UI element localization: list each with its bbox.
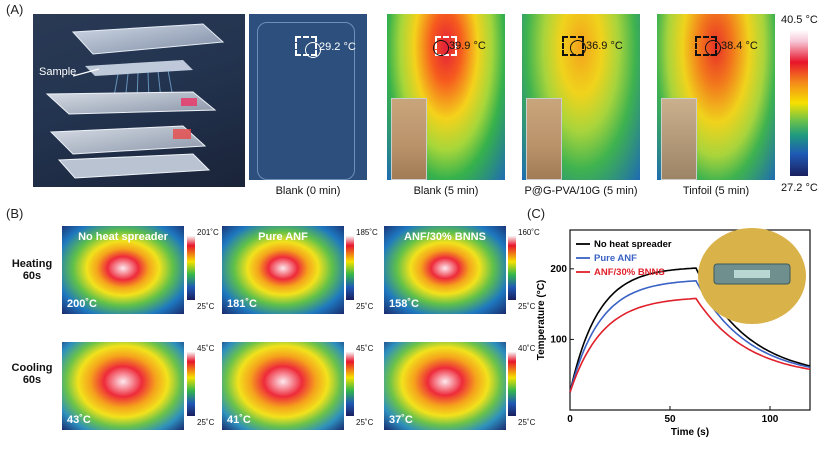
mini-colorbar-max: 45˚C — [197, 344, 215, 353]
row-label-cooling: Cooling 60s — [11, 362, 53, 386]
x-tick-label: 100 — [762, 414, 779, 425]
device-inset-photo — [698, 228, 806, 324]
plot-frame — [569, 229, 811, 411]
legend-label: No heat spreader — [594, 239, 672, 250]
mini-colorbar-min: 25˚C — [197, 302, 215, 311]
mini-colorbar — [187, 352, 195, 416]
series-line-no-heat-spreader — [569, 267, 811, 393]
x-axis-label: Time (s) — [671, 427, 709, 438]
mini-colorbar — [346, 352, 354, 416]
cooling-image-pure-anf: 41˚C — [222, 342, 344, 430]
cell-temp: 43˚C — [67, 414, 91, 426]
temp-reading: 36.9 °C — [586, 40, 623, 52]
caption-blank-0min: Blank (0 min) — [275, 185, 341, 197]
legend-label: ANF/30% BNNS — [594, 267, 665, 278]
chart-legend: No heat spreader Pure ANF ANF/30% BNNS — [576, 239, 672, 278]
sample-arrow — [73, 68, 100, 77]
measurement-circle — [305, 42, 321, 58]
mini-colorbar-min: 25˚C — [518, 302, 536, 311]
cell-title: No heat spreader — [78, 231, 168, 243]
temp-reading: 39.9 °C — [449, 40, 486, 52]
mini-colorbar-min: 25˚C — [197, 418, 215, 427]
mini-colorbar-min: 25˚C — [356, 302, 374, 311]
panel-a-label: (A) — [6, 2, 24, 17]
measurement-circle — [570, 40, 586, 56]
thermal-image-tinfoil: 38.4 °C — [657, 14, 775, 180]
x-tick-label: 0 — [567, 414, 573, 425]
mini-colorbar-max: 45˚C — [356, 344, 374, 353]
measurement-circle — [433, 40, 449, 56]
cooling-image-anf-bnns: 37˚C — [384, 342, 506, 430]
cell-title: ANF/30% BNNS — [404, 231, 486, 243]
mini-colorbar-max: 40˚C — [518, 344, 536, 353]
mini-colorbar-max: 185˚C — [356, 228, 378, 237]
row-label-heating: Heating 60s — [11, 258, 53, 282]
heating-image-anf-bnns: ANF/30% BNNS 158˚C — [384, 226, 506, 314]
y-axis-label: Temperature (°C) — [536, 280, 547, 361]
thermal-image-blank-5min: 39.9 °C — [387, 14, 505, 180]
mini-colorbar-min: 25˚C — [518, 418, 536, 427]
phone-photo-inset — [391, 98, 427, 180]
chart-lines — [569, 267, 811, 393]
mini-colorbar — [187, 236, 195, 300]
legend-label: Pure ANF — [594, 253, 637, 264]
phone-photo-inset — [661, 98, 697, 180]
colorbar — [790, 30, 808, 176]
series-line-pure-anf — [569, 279, 811, 393]
thermal-image-blank-0min: 29.2 °C — [249, 14, 367, 180]
cell-temp: 200˚C — [67, 298, 97, 310]
cell-title: Pure ANF — [258, 231, 308, 243]
phone-photo-inset — [526, 98, 562, 180]
mini-colorbar — [508, 236, 516, 300]
cell-temp: 37˚C — [389, 414, 413, 426]
cell-temp: 158˚C — [389, 298, 419, 310]
mini-colorbar — [346, 236, 354, 300]
temp-reading: 29.2 °C — [319, 41, 356, 53]
caption-tinfoil: Tinfoil (5 min) — [682, 185, 750, 197]
y-tick-label: 100 — [550, 334, 567, 345]
chart-axes: 0 50 100 100 200 Time (s) Temperature (°C) — [536, 229, 811, 438]
heating-image-no-spreader: No heat spreader 200˚C — [62, 226, 184, 314]
cell-temp: 41˚C — [227, 414, 251, 426]
thermal-image-pg-pva: 36.9 °C — [522, 14, 640, 180]
series-line-anf-30-bnns — [569, 297, 811, 393]
mini-colorbar-max: 201˚C — [197, 228, 219, 237]
cell-temp: 181˚C — [227, 298, 257, 310]
panel-c-label: (C) — [527, 206, 546, 221]
temp-reading: 38.4 °C — [721, 40, 758, 52]
temperature-chart: 0 50 100 100 200 Time (s) Temperature (°C) No … — [536, 228, 811, 438]
x-tick-label: 50 — [664, 414, 676, 425]
panel-b-label: (B) — [6, 206, 24, 221]
exploded-phone-illustration: Sample — [33, 14, 245, 187]
mini-colorbar-min: 25˚C — [356, 418, 374, 427]
caption-blank-5min: Blank (5 min) — [413, 185, 479, 197]
caption-pg-pva: P@G-PVA/10G (5 min) — [524, 185, 638, 197]
y-tick-label: 200 — [550, 264, 567, 275]
mini-colorbar — [508, 352, 516, 416]
cooling-image-no-spreader: 43˚C — [62, 342, 184, 430]
mini-colorbar-max: 160˚C — [518, 228, 540, 237]
colorbar-max-label: 40.5 °C — [781, 14, 818, 26]
heating-image-pure-anf: Pure ANF 181˚C — [222, 226, 344, 314]
colorbar-min-label: 27.2 °C — [781, 182, 818, 194]
measurement-circle — [705, 40, 721, 56]
sample-label: Sample — [39, 66, 77, 78]
